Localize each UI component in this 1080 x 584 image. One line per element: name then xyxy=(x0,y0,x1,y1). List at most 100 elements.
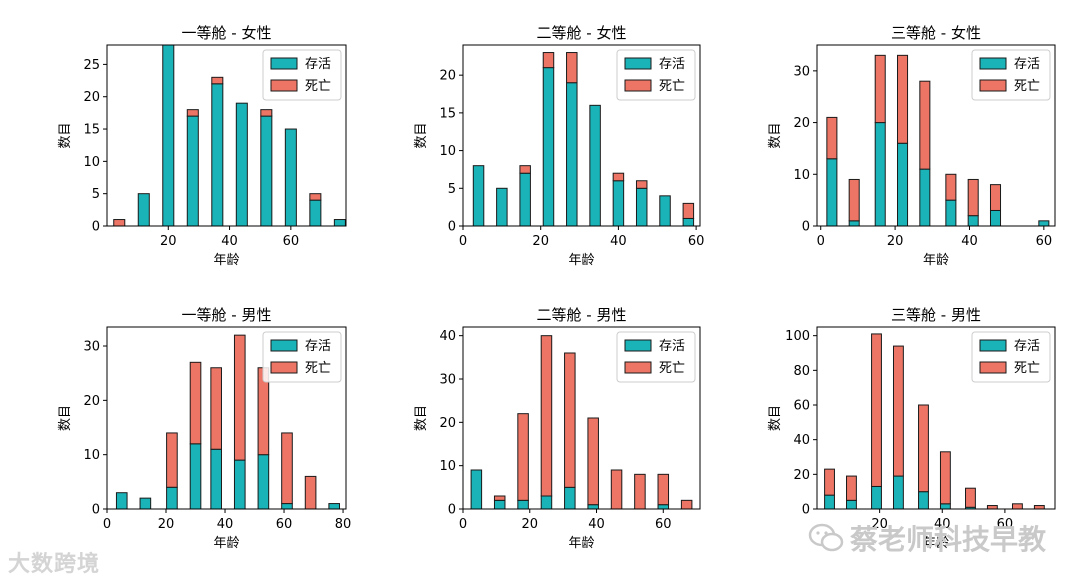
bar-died xyxy=(1011,503,1023,509)
y-tick-label: 80 xyxy=(793,364,810,379)
bar-survived xyxy=(657,504,670,509)
bar-survived xyxy=(211,83,224,226)
bar-died xyxy=(945,173,957,201)
bar-survived xyxy=(587,504,599,509)
bar-survived xyxy=(989,209,1002,226)
x-tick-label: 40 xyxy=(217,517,234,532)
bar-died xyxy=(892,345,904,477)
x-tick-label: 0 xyxy=(103,517,111,532)
bar-survived xyxy=(139,497,152,509)
wechat-icon xyxy=(808,523,844,552)
bar-died xyxy=(986,505,998,509)
bar-died xyxy=(186,109,199,117)
bar-survived xyxy=(493,499,506,509)
bar-survived xyxy=(166,486,178,509)
x-tick-label: 40 xyxy=(221,234,238,249)
bar-died xyxy=(493,495,506,501)
legend-swatch-died xyxy=(624,361,652,374)
bar-survived xyxy=(659,195,671,226)
y-tick-label: 0 xyxy=(802,503,810,518)
x-tick-label: 20 xyxy=(158,517,175,532)
x-tick-label: 60 xyxy=(655,517,672,532)
bar-died xyxy=(918,404,929,493)
bar-survived xyxy=(542,67,555,226)
y-tick-label: 20 xyxy=(439,416,456,431)
bar-survived xyxy=(186,115,199,226)
y-tick-label: 30 xyxy=(439,373,456,388)
bar-died xyxy=(965,487,976,508)
bar-died xyxy=(304,475,317,509)
legend-swatch-survived xyxy=(979,57,1007,70)
bar-died xyxy=(517,413,529,501)
bar-died xyxy=(210,367,222,450)
x-tick-label: 20 xyxy=(160,234,177,249)
x-tick-label: 0 xyxy=(459,234,467,249)
bar-survived xyxy=(496,187,508,226)
axes-frame xyxy=(462,44,701,227)
bar-survived xyxy=(210,448,222,509)
bar-survived xyxy=(333,219,346,226)
bar-survived xyxy=(309,199,322,226)
y-tick-label: 10 xyxy=(439,144,456,159)
y-axis-label: 数目 xyxy=(414,405,429,431)
bar-died xyxy=(564,352,576,488)
bar-survived xyxy=(967,215,979,226)
legend-label-died: 死亡 xyxy=(1014,361,1040,376)
bar-survived xyxy=(519,172,531,226)
bar-survived xyxy=(1038,220,1050,226)
legend-swatch-died xyxy=(270,361,298,374)
chart-title: 三等舱 - 女性 xyxy=(891,24,981,42)
bar-died xyxy=(897,54,909,144)
legend-swatch-survived xyxy=(624,57,652,70)
x-axis-label: 年龄 xyxy=(923,536,949,551)
bars xyxy=(824,333,1045,509)
y-tick-label: 10 xyxy=(83,448,100,463)
bar-survived xyxy=(566,82,578,226)
bar-survived xyxy=(848,220,860,226)
x-tick-label: 40 xyxy=(610,234,627,249)
y-axis-label: 数目 xyxy=(58,405,73,431)
bar-survived xyxy=(635,187,648,226)
y-tick-label: 100 xyxy=(785,329,810,344)
chart-title: 一等舱 - 男性 xyxy=(182,306,272,324)
bar-survived xyxy=(826,158,838,226)
bar-survived xyxy=(235,102,248,226)
axes-frame xyxy=(816,44,1056,227)
bar-survived xyxy=(517,499,529,509)
bar-died xyxy=(281,432,293,505)
legend-label-survived: 存活 xyxy=(305,339,331,354)
y-tick-label: 30 xyxy=(83,340,100,355)
bars xyxy=(826,54,1050,226)
y-axis-label: 数目 xyxy=(58,122,73,148)
x-tick-label: 20 xyxy=(532,234,549,249)
chart-title: 二等舱 - 男性 xyxy=(537,306,627,324)
bar-died xyxy=(519,165,531,174)
bar-survived xyxy=(874,122,886,226)
y-tick-label: 0 xyxy=(448,503,456,518)
x-axis-label: 年龄 xyxy=(213,253,239,268)
legend-label-survived: 存活 xyxy=(659,57,685,72)
x-tick-label: 20 xyxy=(871,517,888,532)
legend-label-survived: 存活 xyxy=(1014,57,1040,72)
bar-survived xyxy=(682,217,695,226)
bar-died xyxy=(542,52,555,69)
x-tick-label: 60 xyxy=(1036,234,1053,249)
y-tick-label: 10 xyxy=(83,155,100,170)
bar-survived xyxy=(939,503,951,509)
x-tick-label: 40 xyxy=(588,517,605,532)
bar-survived xyxy=(612,180,625,226)
chart-title: 三等舱 - 男性 xyxy=(891,306,981,324)
y-tick-label: 30 xyxy=(793,64,810,79)
legend-swatch-died xyxy=(624,79,652,92)
bar-died xyxy=(939,451,951,505)
bar-died xyxy=(1033,505,1045,509)
x-axis-label: 年龄 xyxy=(213,536,239,551)
bar-died xyxy=(587,417,599,506)
watermark-left: 大数跨境 xyxy=(8,552,101,577)
bar-survived xyxy=(281,503,293,509)
